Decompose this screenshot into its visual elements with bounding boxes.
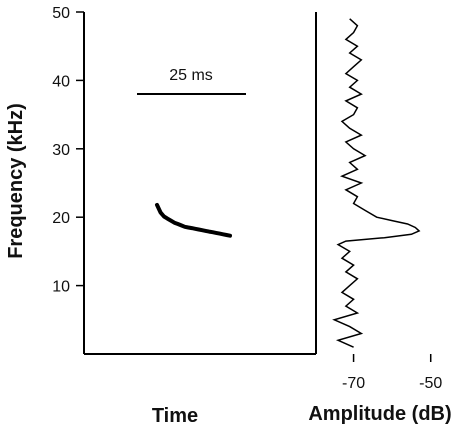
y-tick-label: 50 <box>52 5 70 22</box>
y-axis-title: Frequency (kHz) <box>5 103 27 259</box>
x-axis-title-amplitude: Amplitude (dB) <box>308 403 451 425</box>
y-tick-label: 40 <box>52 73 70 90</box>
x-tick-label: -50 <box>419 375 442 392</box>
scale-bar-label: 25 ms <box>169 67 213 84</box>
y-tick-label: 20 <box>52 210 70 227</box>
call-trace <box>157 205 230 236</box>
y-tick-label: 30 <box>52 142 70 159</box>
y-tick-label: 10 <box>52 279 70 296</box>
spectrum-trace <box>334 19 419 347</box>
x-tick-label: -70 <box>342 375 365 392</box>
x-axis-title-time: Time <box>152 405 198 427</box>
power-spectrum-panel: -70 -50 Amplitude (dB) <box>308 12 451 425</box>
spectrogram-panel: 10 20 30 40 50 25 ms Frequency (kHz) Time <box>5 5 316 427</box>
